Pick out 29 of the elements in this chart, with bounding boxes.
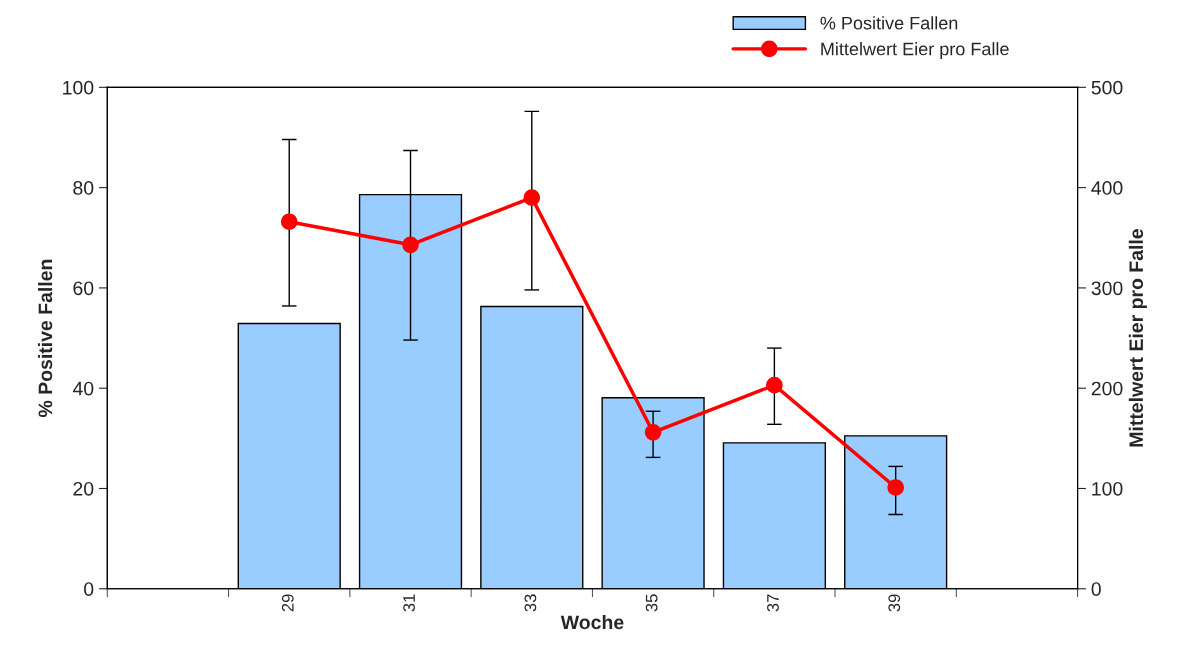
x-tick-label: 37 bbox=[767, 594, 779, 612]
y2-tick-label: 500 bbox=[1091, 80, 1123, 95]
point bbox=[766, 376, 783, 394]
x-tick-label: 29 bbox=[281, 594, 294, 612]
y-axis-title: % Positive Fallen bbox=[37, 259, 53, 417]
y-tick-label: 100 bbox=[63, 80, 94, 95]
y-tick-label: 80 bbox=[73, 181, 94, 195]
x-axis-title: Woche bbox=[560, 614, 624, 630]
legend-label: Mittelwert Eier pro Falle bbox=[821, 42, 1009, 59]
y2-tick-label: 400 bbox=[1091, 181, 1123, 195]
x-tick-label: 31 bbox=[403, 594, 415, 612]
point bbox=[280, 213, 298, 231]
y-tick-label: 0 bbox=[84, 582, 94, 597]
y2-tick-label: 300 bbox=[1091, 281, 1123, 296]
y-tick-label: 40 bbox=[72, 381, 94, 396]
y2-tick-label: 100 bbox=[1092, 481, 1123, 496]
x-tick-label: 39 bbox=[888, 594, 901, 612]
y2-tick-label: 0 bbox=[1091, 582, 1101, 597]
y-tick-label: 60 bbox=[73, 281, 94, 296]
y2-axis-title: Mittelwert Eier pro Falle bbox=[1128, 229, 1147, 447]
legend-label: % Positive Fallen bbox=[820, 16, 958, 30]
point bbox=[887, 479, 905, 496]
point bbox=[644, 423, 662, 441]
x-tick-label: 33 bbox=[524, 594, 537, 612]
x-tick-label: 35 bbox=[645, 594, 658, 612]
y-tick-label: 20 bbox=[73, 481, 94, 496]
point bbox=[523, 189, 541, 206]
y2-tick-label: 200 bbox=[1091, 381, 1123, 396]
point bbox=[402, 236, 419, 254]
